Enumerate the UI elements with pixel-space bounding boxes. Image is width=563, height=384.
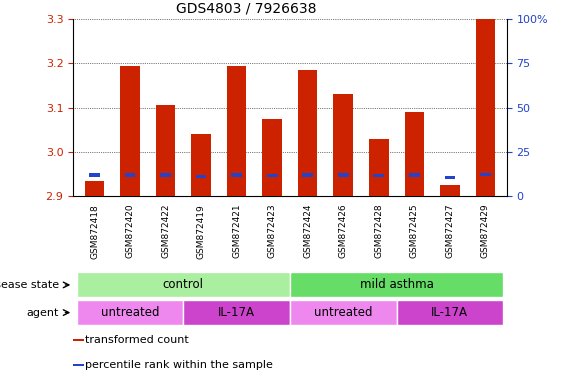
Bar	[191, 134, 211, 196]
Bar	[409, 174, 419, 177]
Bar	[333, 94, 353, 196]
Bar	[227, 66, 247, 196]
Bar	[73, 364, 83, 366]
Bar	[405, 112, 424, 196]
Text: transformed count: transformed count	[86, 335, 189, 345]
Bar	[89, 174, 100, 177]
Text: percentile rank within the sample: percentile rank within the sample	[86, 360, 273, 370]
Bar	[77, 300, 184, 325]
Bar	[369, 139, 388, 196]
Bar	[160, 174, 171, 177]
Bar	[120, 66, 140, 196]
Bar	[302, 174, 313, 177]
Bar	[85, 181, 104, 196]
Bar	[480, 172, 491, 175]
Bar	[396, 300, 503, 325]
Bar	[445, 175, 455, 179]
Bar	[338, 174, 348, 177]
Bar	[156, 106, 175, 196]
Bar	[184, 300, 290, 325]
Bar	[77, 273, 290, 297]
Bar	[290, 300, 396, 325]
Text: IL-17A: IL-17A	[218, 306, 255, 319]
Bar	[125, 174, 135, 177]
Text: untreated: untreated	[314, 306, 373, 319]
Bar	[476, 19, 495, 196]
Text: agent: agent	[26, 308, 59, 318]
Bar	[373, 174, 384, 177]
Bar	[196, 175, 207, 178]
Bar	[440, 185, 459, 196]
Text: IL-17A: IL-17A	[431, 306, 468, 319]
Bar	[262, 119, 282, 196]
Bar	[298, 70, 318, 196]
Bar	[267, 174, 278, 177]
Text: mild asthma: mild asthma	[360, 278, 434, 291]
Title: GDS4803 / 7926638: GDS4803 / 7926638	[176, 1, 317, 15]
Text: untreated: untreated	[101, 306, 159, 319]
Bar	[290, 273, 503, 297]
Text: control: control	[163, 278, 204, 291]
Text: disease state: disease state	[0, 280, 59, 290]
Bar	[73, 339, 83, 341]
Bar	[231, 174, 242, 177]
